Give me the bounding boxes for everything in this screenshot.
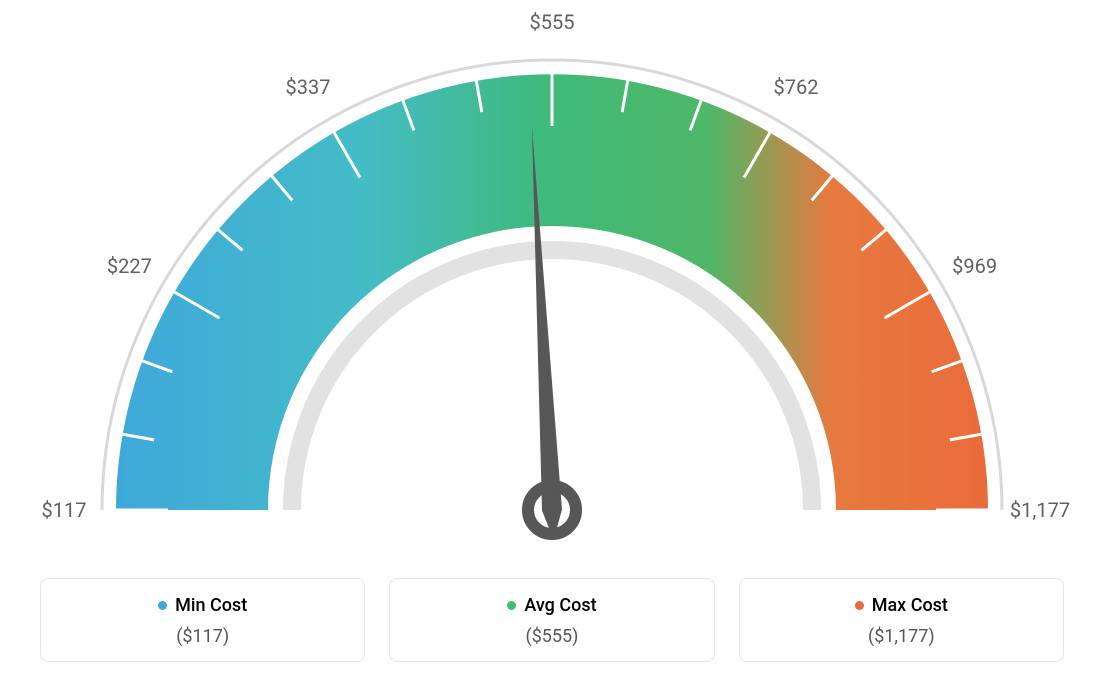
legend-value-min: ($117) — [51, 626, 354, 647]
gauge-tick-label: $337 — [286, 75, 331, 99]
gauge-svg — [0, 0, 1104, 560]
legend-card-avg: Avg Cost ($555) — [389, 578, 714, 662]
gauge-chart: $117 $227 $337 $555 $762 $969 $1,177 — [0, 0, 1104, 560]
legend-card-min: Min Cost ($117) — [40, 578, 365, 662]
legend-card-max: Max Cost ($1,177) — [739, 578, 1064, 662]
legend-label-avg: Avg Cost — [524, 595, 596, 616]
gauge-tick-label: $762 — [774, 75, 819, 99]
legend-dot-max — [855, 601, 864, 610]
legend-label-max: Max Cost — [872, 595, 948, 616]
gauge-tick-label: $555 — [530, 10, 575, 34]
legend-label-min: Min Cost — [175, 595, 247, 616]
legend-title-max: Max Cost — [855, 595, 948, 616]
legend-title-min: Min Cost — [158, 595, 247, 616]
legend-row: Min Cost ($117) Avg Cost ($555) Max Cost… — [40, 578, 1064, 662]
legend-title-avg: Avg Cost — [507, 595, 596, 616]
gauge-tick-label: $227 — [107, 254, 152, 278]
legend-dot-min — [158, 601, 167, 610]
legend-value-max: ($1,177) — [750, 626, 1053, 647]
gauge-tick-label: $969 — [952, 254, 997, 278]
legend-dot-avg — [507, 601, 516, 610]
gauge-tick-label: $1,177 — [1010, 498, 1070, 522]
gauge-tick-label: $117 — [42, 498, 87, 522]
legend-value-avg: ($555) — [400, 626, 703, 647]
